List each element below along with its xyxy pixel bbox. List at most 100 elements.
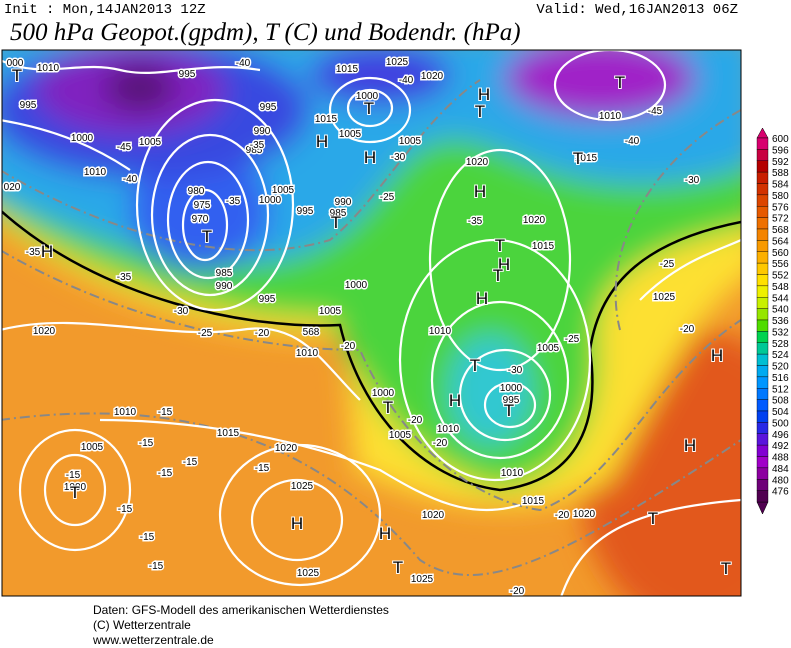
legend-label: 552 [772, 271, 789, 282]
map-label: -35 [250, 140, 265, 151]
map-label: 995 [179, 69, 196, 80]
legend-arrow-top [756, 127, 769, 139]
map-label: 1015 [522, 496, 545, 507]
map-label: -15 [140, 532, 155, 543]
map-title: 500 hPa Geopot.(gpdm), T (C) und Bodendr… [10, 19, 521, 46]
legend-label: 536 [772, 316, 789, 327]
legend-label: 476 [772, 487, 789, 498]
legend-label: 500 [772, 418, 789, 429]
map-label: 1015 [575, 153, 598, 164]
map-label: 000 [7, 58, 24, 69]
map-label: -15 [149, 561, 164, 572]
map-label: -45 [117, 142, 132, 153]
map-label: 1005 [139, 137, 162, 148]
map-label: 1020 [523, 215, 546, 226]
map-label: 1010 [84, 167, 107, 178]
pressure-center: H [684, 436, 696, 455]
legend-swatch [756, 137, 769, 150]
legend-label: 580 [772, 191, 789, 202]
map-label: -45 [648, 106, 663, 117]
map-label: 1025 [291, 481, 314, 492]
map-label: 1015 [217, 428, 240, 439]
legend-label: 540 [772, 305, 789, 316]
map-label: -20 [680, 324, 695, 335]
map-label: -15 [66, 470, 81, 481]
map-label: 1025 [411, 574, 434, 585]
map-label: 020 [4, 182, 21, 193]
footer-line: www.wetterzentrale.de [92, 633, 214, 647]
map-label: -15 [139, 438, 154, 449]
map-label: 1000 [345, 280, 368, 291]
map-label: -30 [391, 152, 406, 163]
legend-label: 584 [772, 180, 789, 191]
legend-swatch [756, 251, 769, 264]
legend-label: 516 [772, 373, 789, 384]
map-label: 1005 [81, 442, 104, 453]
pressure-center: H [449, 391, 461, 410]
pressure-center: H [379, 524, 391, 543]
map-label: 1000 [372, 388, 395, 399]
map-label: 985 [246, 145, 263, 156]
map-label: 1010 [501, 468, 524, 479]
legend-swatch [756, 433, 769, 446]
map-label: 1005 [537, 343, 560, 354]
legend-swatch [756, 365, 769, 378]
map-label: 1005 [272, 185, 295, 196]
legend-label: 492 [772, 441, 789, 452]
pressure-center: H [474, 182, 486, 201]
map-frame [1, 49, 742, 597]
pressure-center: T [475, 102, 485, 121]
map-label: -15 [255, 463, 270, 474]
legend-swatch [756, 262, 769, 275]
pressure-center: T [615, 73, 625, 92]
legend-label: 488 [772, 453, 789, 464]
map-label: 980 [188, 186, 205, 197]
map-label: 1010 [429, 326, 452, 337]
pressure-center: H [711, 346, 723, 365]
map-label: 990 [335, 197, 352, 208]
map-label: 995 [20, 100, 37, 111]
legend-label: 496 [772, 430, 789, 441]
legend-label: 528 [772, 339, 789, 350]
pressure-center: T [331, 213, 341, 232]
map-label: -20 [510, 586, 525, 597]
legend-label: 568 [772, 225, 789, 236]
map-label: 985 [216, 268, 233, 279]
legend-label: 548 [772, 282, 789, 293]
legend-swatch [756, 331, 769, 343]
map-label: 1015 [315, 114, 338, 125]
legend-swatch [756, 410, 769, 423]
map-label: 1005 [339, 129, 362, 140]
pressure-center: T [504, 401, 514, 420]
legend-label: 524 [772, 350, 789, 361]
pressure-center: T [12, 66, 22, 85]
map-label: 1020 [466, 157, 489, 168]
map-label: 1000 [500, 383, 523, 394]
legend-label: 576 [772, 202, 789, 213]
legend-label: 572 [772, 214, 789, 225]
pressure-center: T [648, 509, 658, 528]
map-label: -30 [685, 175, 700, 186]
legend-swatch [756, 444, 769, 457]
pressure-center: T [383, 398, 393, 417]
map-label: -40 [236, 58, 251, 69]
map-label: -30 [508, 365, 523, 376]
legend-swatch [756, 376, 769, 389]
map-label: -40 [399, 75, 414, 86]
map-label: 1025 [386, 57, 409, 68]
valid-time: Valid: Wed,16JAN2013 06Z [536, 2, 738, 18]
legend-swatch [756, 285, 769, 298]
map-label: -25 [198, 328, 213, 339]
map-label: -20 [341, 341, 356, 352]
map-label: -15 [158, 407, 173, 418]
map-label: -20 [555, 510, 570, 521]
legend-arrow-bottom [756, 501, 769, 515]
pressure-center: H [41, 242, 53, 261]
legend-swatch [756, 342, 769, 355]
legend-label: 588 [772, 168, 789, 179]
pressure-center: H [364, 148, 376, 167]
map-label: 1000 [71, 133, 94, 144]
pressure-center: T [721, 559, 731, 578]
map-label: -25 [660, 259, 675, 270]
